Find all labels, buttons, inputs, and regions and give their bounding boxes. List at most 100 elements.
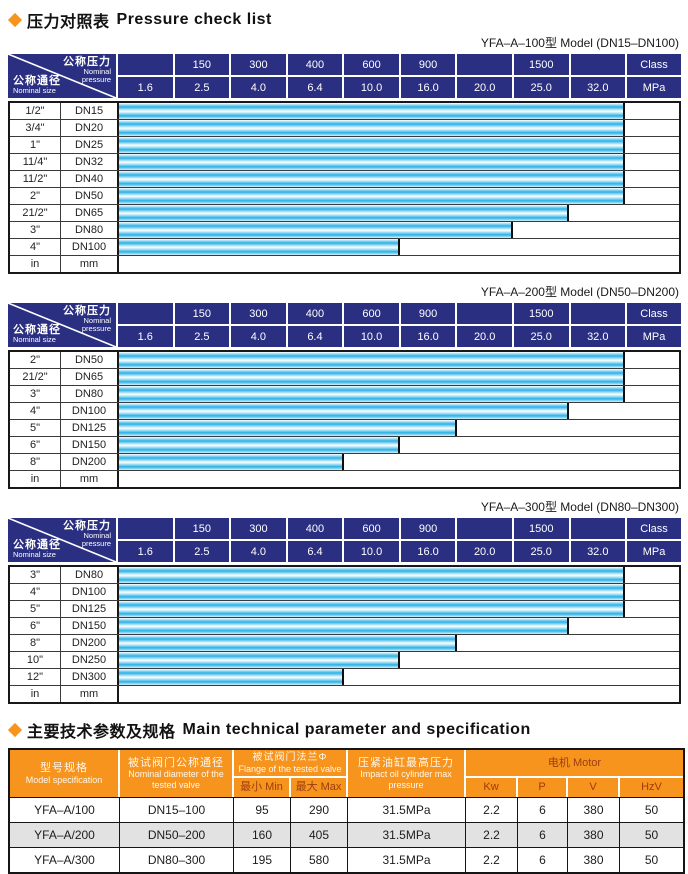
spec-header-max: 最大 Max [291,778,348,797]
size-dn-cell: DN20 [61,120,119,136]
spec-header-cylinder: 压紧油缸最高压力 Impact oil cylinder max pressur… [348,750,466,797]
header-class-cell: 600 [344,54,399,75]
table-subtitle: YFA–A–100型 Model (DN15–DN100) [480,36,679,50]
size-dn-cell: DN80 [61,386,119,402]
header-column: 150 2.5 [174,54,230,98]
spec-header-hz: HzV [620,778,683,797]
spec-header-motor: 电机 Motor [466,750,683,778]
pressure-bar [119,635,457,651]
header-class-cell [457,303,512,324]
header-class-cell: 900 [400,54,456,75]
pressure-bar [119,601,626,617]
header-column: 900 16.0 [400,303,456,347]
pressure-tables-container: YFA–A–100型 Model (DN15–DN100) 公称压力 Nominal… [0,34,688,704]
header-column: 20.0 [457,303,512,347]
size-inch-cell: 3" [10,222,61,238]
diamond-icon [7,722,23,738]
spec-cell-cylinder: 31.5MPa [348,823,466,847]
table-row: 1/2" DN15 [10,103,679,120]
corner-pressure-en: Nominal pressure [81,531,111,549]
size-inch-cell: 4" [10,584,61,600]
pressure-bar [119,154,626,170]
header-mpa-cell: MPa [627,77,682,98]
size-inch-cell: 8" [10,635,61,651]
header-class-cell: Class [627,303,682,324]
size-inch-cell: 21/2" [10,205,61,221]
pressure-bar-cell [119,222,679,238]
header-mpa-cell: 16.0 [400,541,456,562]
spec-cell-model: YFA–A/300 [10,848,120,872]
corner-nominal-size: 公称通径 Nominal size [13,74,61,95]
size-inch-cell: 5" [10,420,61,436]
spec-cell-max: 405 [291,823,348,847]
spec-cell-model: YFA–A/200 [10,823,120,847]
table-row: 2" DN50 [10,352,679,369]
size-dn-cell: DN200 [61,635,119,651]
size-inch-cell: 4" [10,239,61,255]
header-class-cell: 400 [287,54,343,75]
pressure-bar-cell [119,403,679,419]
spec-cell-hz: 50 [620,823,683,847]
size-inch-cell: 3" [10,386,61,402]
pressure-bar-cell [119,669,679,685]
diamond-icon [7,12,23,28]
spec-cell-min: 195 [234,848,291,872]
header-column: 1500 25.0 [513,54,569,98]
pressure-bar [119,369,626,385]
header-column: 32.0 [570,54,626,98]
header-class-cell: 400 [287,303,343,324]
pressure-table-header: 公称压力 Nominal pressure 公称通径 Nominal size 1.6 1… [8,54,682,98]
header-class-cell: Class [627,518,682,539]
pressure-bar-cell [119,120,679,136]
pressure-bar [119,618,570,634]
table-row: 10" DN250 [10,652,679,669]
diagonal-header-cell: 公称压力 Nominal pressure 公称通径 Nominal size [8,518,116,562]
spec-cell-max: 290 [291,798,348,822]
spec-cell-min: 160 [234,823,291,847]
spec-cell-p: 6 [518,823,568,847]
size-inch-cell: 2" [10,188,61,204]
size-dn-cell: DN250 [61,652,119,668]
header-column: 400 6.4 [287,54,343,98]
pressure-bar-cell [119,420,679,436]
pressure-bar-cell [119,103,679,119]
pressure-bar-cell [119,137,679,153]
corner-size-en: Nominal size [13,85,56,95]
spec-header-diameter: 被试阀门公称通径 Nominal diameter of the tested … [120,750,234,797]
header-class-cell: 1500 [513,54,569,75]
table-row: 11/2" DN40 [10,171,679,188]
size-inch-cell: 5" [10,601,61,617]
spec-table-body: YFA–A/100 DN15–100 95 290 31.5MPa 2.2 6 380 50 YF… [10,797,683,872]
table-row: 3" DN80 [10,222,679,239]
corner-size-zh: 公称通径 [13,74,61,87]
table-row: 6" DN150 [10,437,679,454]
size-dn-cell: DN40 [61,171,119,187]
spec-header-min: 最小 Min [234,778,291,797]
pressure-table-body: 1/2" DN15 3/4" DN20 1" DN25 11/4" DN32 11/2" DN40… [8,101,681,274]
table-row: 2" DN50 [10,188,679,205]
spec-row: YFA–A/300 DN80–300 195 580 31.5MPa 2.2 6 380 50 [10,847,683,872]
size-dn-cell: DN50 [61,352,119,368]
spec-header-v: V [568,778,620,797]
spec-title-en: Main technical parameter and specificati… [182,721,531,738]
pressure-bar [119,454,344,470]
header-mpa-cell: 20.0 [457,541,512,562]
size-inch-cell: 11/2" [10,171,61,187]
header-mpa-cell: 16.0 [400,77,456,98]
header-class-cell: 150 [174,518,230,539]
pressure-bar [119,437,401,453]
spec-header-model: 型号规格 Model specification [10,750,120,797]
header-mpa-cell: 10.0 [344,326,399,347]
header-column: 20.0 [457,54,512,98]
header-column: 900 16.0 [400,518,456,562]
spec-header-kw: Kw [466,778,518,797]
pressure-bar-cell [119,584,679,600]
spec-cell-hz: 50 [644,853,659,867]
corner-size-en: Nominal size [13,549,56,559]
header-column: 1.6 [118,54,173,98]
pressure-bar-cell [119,601,679,617]
size-inch-cell: 6" [10,618,61,634]
header-class-cell: 300 [231,303,286,324]
spec-header-flange: 被试阀门法兰Φ Flange of the tested valve [234,750,348,778]
size-dn-cell: DN15 [61,103,119,119]
